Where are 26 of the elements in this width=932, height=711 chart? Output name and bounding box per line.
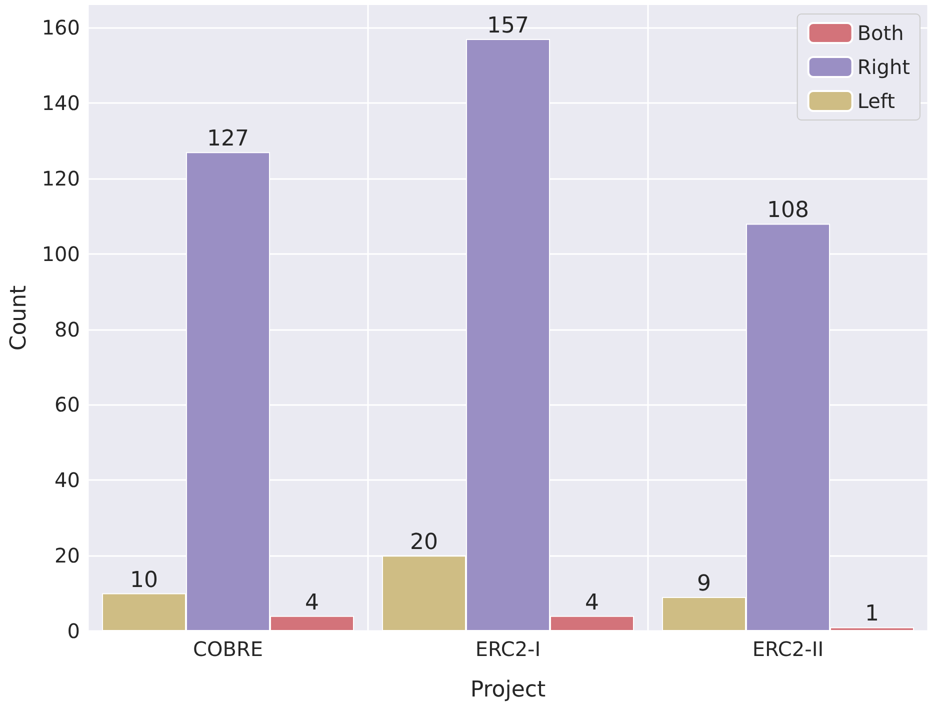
y-tick-label: 0 xyxy=(67,619,80,643)
data-label: 10 xyxy=(130,568,158,593)
data-label: 9 xyxy=(697,572,711,597)
data-label: 4 xyxy=(585,590,599,616)
y-tick-label: 60 xyxy=(54,392,80,417)
data-label: 4 xyxy=(305,590,319,616)
y-axis-title: Count xyxy=(6,284,32,351)
y-tick-label: 140 xyxy=(42,91,80,116)
y-tick-label: 100 xyxy=(42,242,80,266)
x-tick-label: ERC2-II xyxy=(752,637,824,661)
x-axis-title: Project xyxy=(470,678,546,702)
y-tick-label: 40 xyxy=(54,468,80,492)
y-tick-label: 80 xyxy=(54,317,80,342)
data-label: 20 xyxy=(410,530,438,556)
y-tick-label: 160 xyxy=(42,16,80,40)
legend-label: Both xyxy=(857,21,904,45)
y-tick-label: 20 xyxy=(54,544,80,568)
data-label: 108 xyxy=(767,198,809,224)
y-tick-label: 120 xyxy=(42,166,80,190)
x-tick-label: ERC2-I xyxy=(475,637,541,661)
data-label: 1 xyxy=(865,602,879,627)
data-label: 157 xyxy=(487,13,529,38)
legend-label: Left xyxy=(857,89,896,113)
x-tick-label: COBRE xyxy=(193,637,263,661)
data-label: 127 xyxy=(207,126,249,152)
legend-label: Right xyxy=(857,55,910,79)
